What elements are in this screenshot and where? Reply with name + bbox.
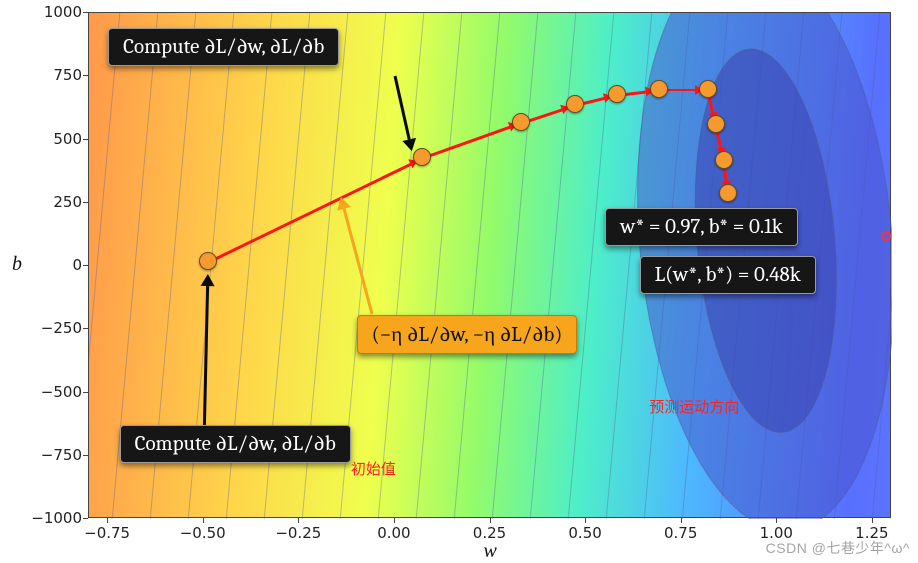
x-tick-label: 0.00 [377,524,410,542]
gradient-step-point [512,113,530,131]
gradient-step-point [715,151,733,169]
gradient-step-point [199,252,217,270]
y-tick-label: −250 [22,319,82,337]
y-axis-label: b [12,253,22,276]
y-tick-label: −1000 [22,509,82,527]
x-tick-label: −0.25 [275,524,321,542]
x-tick-label: −0.50 [180,524,226,542]
box-compute-bottom: Compute ∂L/∂w, ∂L/∂b [120,425,351,463]
watermark-text: CSDN @七巷少年^ω^ [766,538,910,558]
y-tick-label: 0 [22,256,82,274]
annotation-text: 预测运动方向 [649,396,739,417]
box-eta: (−η ∂L/∂w, −η ∂L/∂b) [357,315,578,354]
chart-container: Compute ∂L/∂w, ∂L/∂b Compute ∂L/∂w, ∂L/∂b… [88,12,891,518]
gradient-step-point [608,85,626,103]
gradient-step-point [566,95,584,113]
x-tick-label: 0.75 [664,524,697,542]
y-tick-label: 750 [22,66,82,84]
y-tick-label: 1000 [22,3,82,21]
gradient-step-point [707,115,725,133]
annotation-text: 初始值 [351,458,396,479]
y-tick-label: 250 [22,193,82,211]
y-tick-label: −500 [22,383,82,401]
y-tick-label: −750 [22,446,82,464]
box-L: L(w*, b*) = 0.48k [640,256,816,294]
y-tick-label: 500 [22,130,82,148]
gradient-step-point [650,80,668,98]
box-compute-top: Compute ∂L/∂w, ∂L/∂b [108,28,339,66]
gradient-step-point [719,184,737,202]
gradient-step-point [413,148,431,166]
x-axis-label: w [484,540,497,563]
x-tick-label: 0.50 [568,524,601,542]
plot-area: Compute ∂L/∂w, ∂L/∂b Compute ∂L/∂w, ∂L/∂b… [88,12,891,518]
gradient-step-point [699,80,717,98]
x-tick-label: −0.75 [84,524,130,542]
box-wb: w* = 0.97, b* = 0.1k [605,208,798,246]
optimal-point-ring [881,231,891,241]
